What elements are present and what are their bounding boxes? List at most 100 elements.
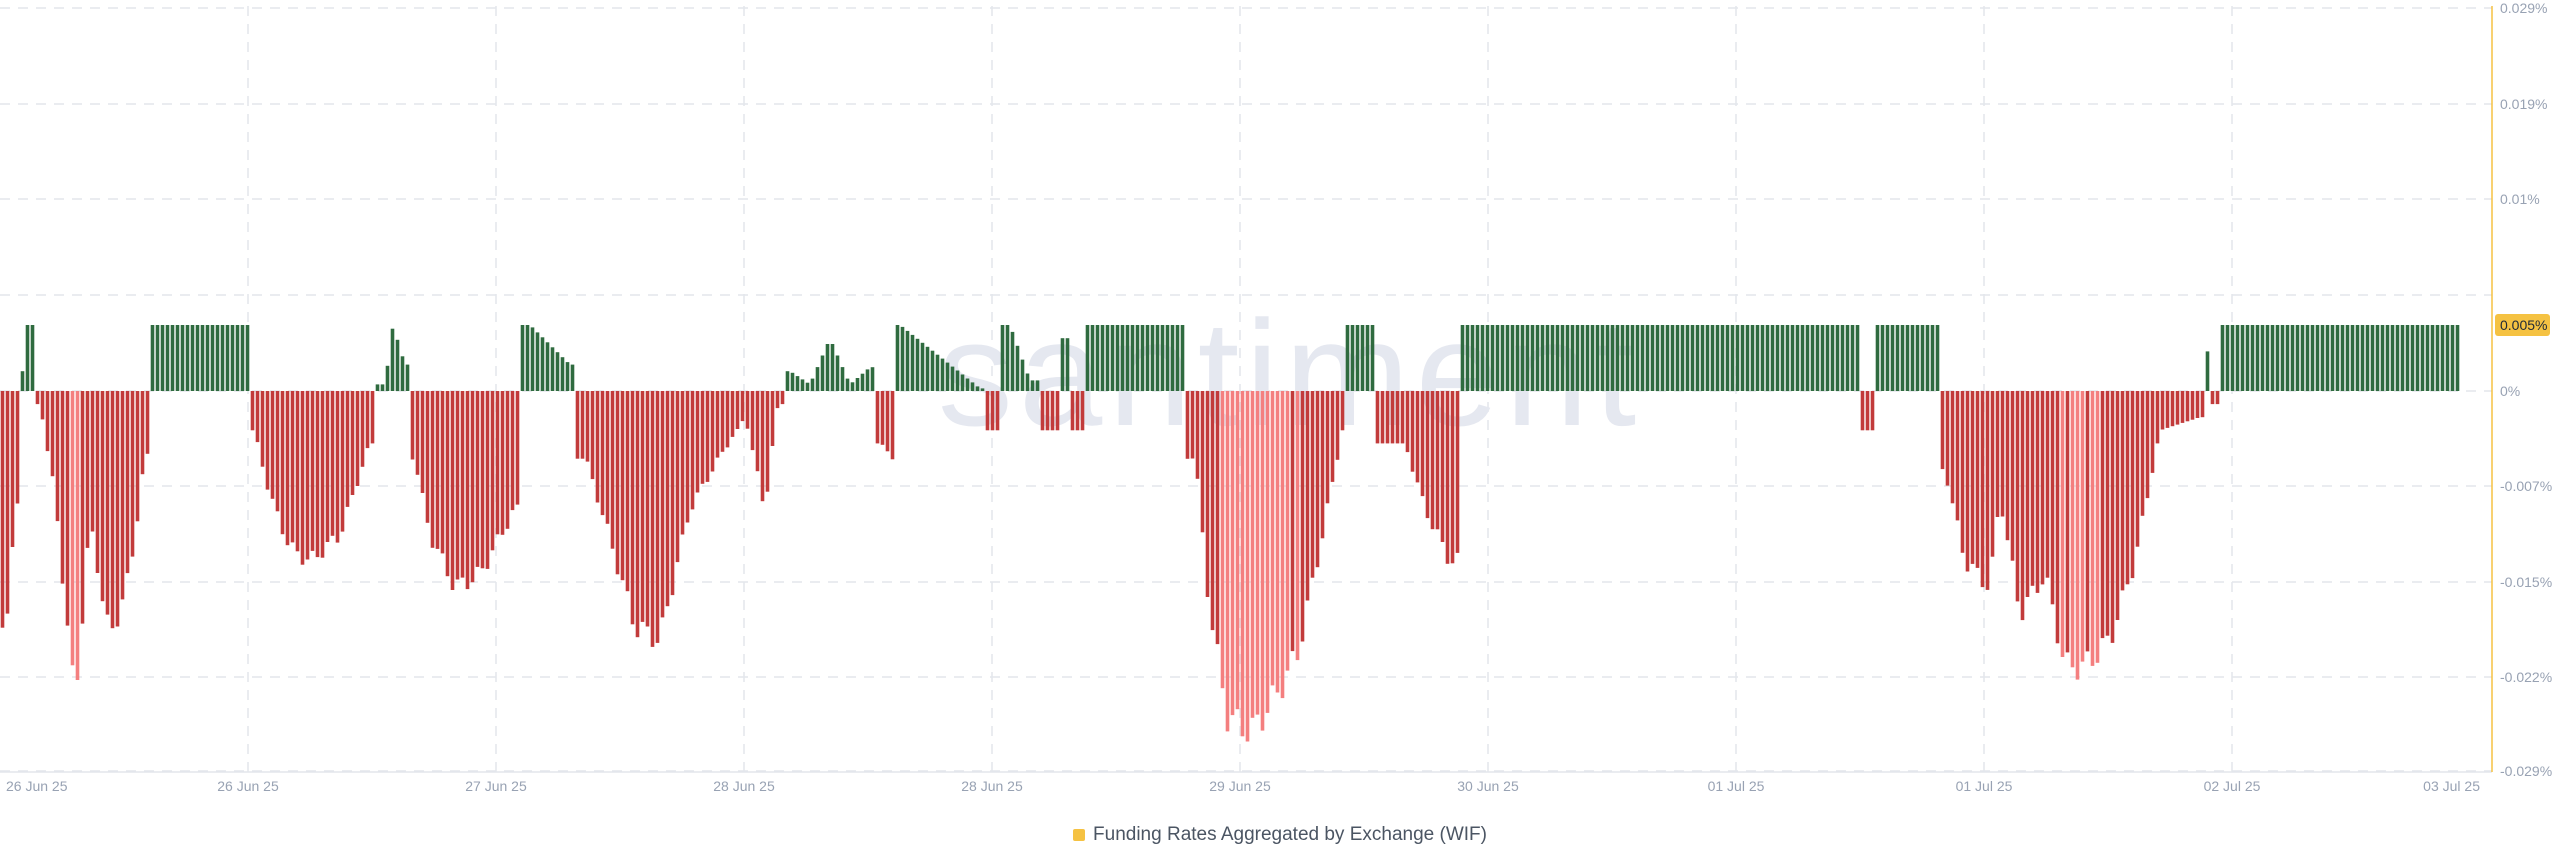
funding-bar [2405, 325, 2410, 391]
funding-bar [1465, 325, 1470, 391]
funding-bar [1350, 325, 1355, 391]
funding-bar [540, 337, 545, 391]
funding-bar [1690, 325, 1695, 391]
funding-bar [1345, 325, 1350, 391]
funding-bar [1425, 391, 1430, 519]
funding-bar [665, 391, 670, 607]
funding-bar [1105, 325, 1110, 391]
funding-bar [1840, 325, 1845, 391]
funding-bar [265, 391, 270, 490]
funding-bar [445, 391, 450, 577]
funding-bar [440, 391, 445, 554]
funding-bar [70, 391, 75, 666]
funding-bar [460, 391, 465, 578]
funding-bar [585, 391, 590, 462]
funding-bar [945, 362, 950, 391]
funding-bar [1025, 373, 1030, 391]
funding-bar [60, 391, 65, 584]
funding-bar [1405, 391, 1410, 453]
funding-bar [80, 391, 85, 624]
funding-bar [1745, 325, 1750, 391]
funding-bar [2005, 391, 2010, 541]
funding-bar [2270, 325, 2275, 391]
funding-bar [180, 325, 185, 391]
funding-bar [1155, 325, 1160, 391]
funding-bar [780, 391, 785, 405]
funding-bar [660, 391, 665, 618]
funding-bar [160, 325, 165, 391]
funding-bar [1635, 325, 1640, 391]
funding-bar [1070, 391, 1075, 431]
funding-bar [1675, 325, 1680, 391]
funding-bar [1380, 391, 1385, 444]
x-tick-label: 26 Jun 25 [6, 778, 68, 794]
funding-bar [2300, 325, 2305, 391]
funding-bar [110, 391, 115, 629]
funding-bar [565, 362, 570, 391]
y-tick-label: -0.015% [2500, 574, 2552, 590]
funding-bar [1870, 391, 1875, 431]
funding-bar [145, 391, 150, 454]
funding-bar [480, 391, 485, 569]
funding-bar [485, 391, 490, 569]
funding-bar [860, 373, 865, 391]
funding-bar [940, 358, 945, 391]
funding-bar [1705, 325, 1710, 391]
funding-bar [1400, 391, 1405, 444]
funding-bar [1725, 325, 1730, 391]
funding-bar [730, 391, 735, 437]
funding-bar [1255, 391, 1260, 715]
funding-bar [790, 372, 795, 391]
funding-bar [795, 376, 800, 391]
y-tick-label: -0.029% [2500, 763, 2552, 779]
funding-bar [2365, 325, 2370, 391]
funding-bar [295, 391, 300, 552]
legend-label: Funding Rates Aggregated by Exchange (WI… [1093, 824, 1487, 845]
funding-bar [275, 391, 280, 512]
funding-bar [1120, 325, 1125, 391]
funding-bar [2310, 325, 2315, 391]
y-tick-label-current: 0.005% [2500, 317, 2547, 333]
funding-bar [1000, 325, 1005, 391]
funding-bar [2100, 391, 2105, 639]
funding-bar [1875, 325, 1880, 391]
funding-bar [1885, 325, 1890, 391]
funding-bar [1525, 325, 1530, 391]
x-tick-label: 01 Jul 25 [1956, 778, 2013, 794]
funding-bar [2235, 325, 2240, 391]
funding-bar [1835, 325, 1840, 391]
funding-bar [1860, 391, 1865, 431]
funding-bar [650, 391, 655, 647]
funding-bar [2135, 391, 2140, 547]
funding-bar [2210, 391, 2215, 405]
funding-bar [1430, 391, 1435, 530]
funding-bar [195, 325, 200, 391]
funding-bar [1720, 325, 1725, 391]
funding-bar [885, 391, 890, 452]
funding-bar [1550, 325, 1555, 391]
funding-bar [1040, 391, 1045, 431]
funding-bar [1805, 325, 1810, 391]
current-value-badge [2495, 313, 2550, 336]
funding-bar [2445, 325, 2450, 391]
funding-bar [920, 342, 925, 391]
funding-bar [590, 391, 595, 480]
funding-bar [120, 391, 125, 600]
funding-bar [320, 391, 325, 558]
funding-bar [475, 391, 480, 567]
funding-bar [535, 332, 540, 391]
funding-bar [340, 391, 345, 532]
funding-bar [2230, 325, 2235, 391]
funding-bar [100, 391, 105, 602]
funding-bar [1140, 325, 1145, 391]
funding-bar [1765, 325, 1770, 391]
funding-bar [1740, 325, 1745, 391]
funding-bar [290, 391, 295, 543]
funding-bar [1095, 325, 1100, 391]
funding-bar [1505, 325, 1510, 391]
funding-bar [1865, 391, 1870, 431]
funding-bar [1100, 325, 1105, 391]
funding-bar [1975, 391, 1980, 568]
funding-bar [2150, 391, 2155, 473]
funding-bar [1210, 391, 1215, 631]
